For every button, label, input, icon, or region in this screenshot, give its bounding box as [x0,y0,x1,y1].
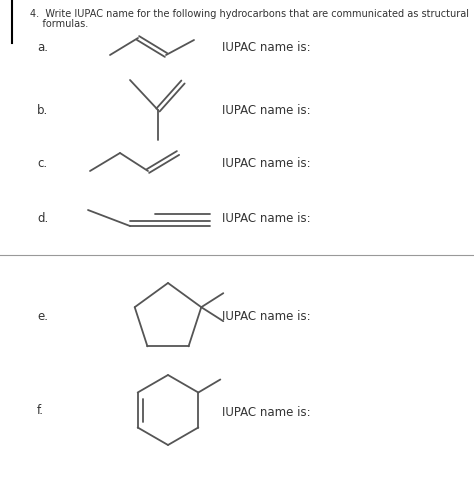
Text: IUPAC name is:: IUPAC name is: [222,104,310,117]
Text: IUPAC name is:: IUPAC name is: [222,406,310,420]
Text: formulas.: formulas. [30,19,88,29]
Text: d.: d. [37,211,48,224]
Text: b.: b. [37,104,48,117]
Text: IUPAC name is:: IUPAC name is: [222,309,310,322]
Text: a.: a. [37,41,48,53]
Text: IUPAC name is:: IUPAC name is: [222,41,310,53]
Text: 4.  Write IUPAC name for the following hydrocarbons that are communicated as str: 4. Write IUPAC name for the following hy… [30,9,469,19]
Text: c.: c. [37,156,47,170]
Text: IUPAC name is:: IUPAC name is: [222,156,310,170]
Text: f.: f. [37,403,44,416]
Text: IUPAC name is:: IUPAC name is: [222,211,310,224]
Text: e.: e. [37,309,48,322]
